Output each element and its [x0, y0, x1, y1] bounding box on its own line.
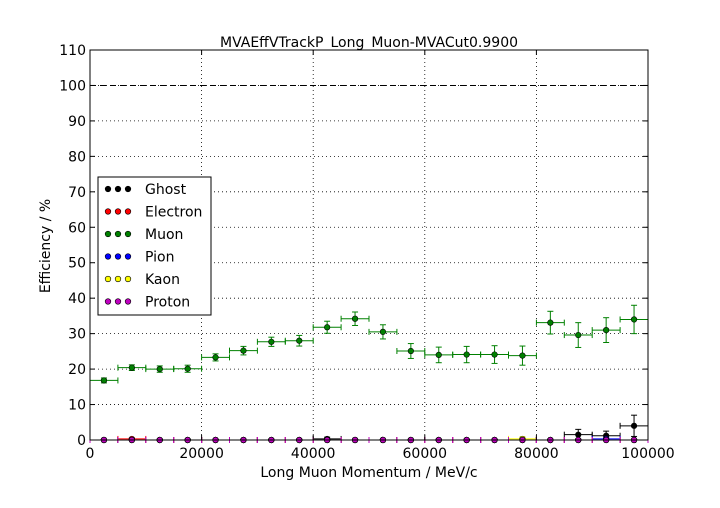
legend-label: Electron	[145, 205, 202, 221]
data-point-muon	[463, 351, 470, 358]
data-point-muon	[324, 324, 331, 331]
data-point-muon	[491, 351, 498, 358]
data-point-muon	[575, 331, 582, 339]
legend-label: Ghost	[145, 182, 187, 198]
y-tick-label: 50	[68, 256, 86, 272]
x-axis-label: Long Muon Momentum / MeV/c	[260, 465, 477, 481]
legend-marker	[124, 253, 132, 260]
data-point-muon	[379, 328, 387, 335]
data-point-muon	[351, 315, 359, 322]
legend-marker	[104, 275, 112, 283]
y-tick-label: 40	[68, 291, 86, 307]
data-point-muon	[435, 351, 442, 359]
y-tick-label: 90	[68, 114, 86, 130]
legend-marker	[114, 208, 122, 215]
legend-marker	[114, 253, 122, 260]
data-point-muon	[630, 316, 638, 323]
y-tick-label: 60	[68, 220, 86, 236]
legend-marker	[104, 230, 112, 238]
y-axis-label: Efficiency / %	[38, 199, 54, 293]
legend-label: Proton	[145, 295, 190, 311]
x-tick-label: 40000	[291, 446, 336, 462]
y-tick-label: 20	[68, 362, 86, 378]
y-tick-label: 110	[59, 43, 86, 59]
legend-marker	[124, 185, 132, 193]
data-point-muon	[296, 337, 303, 344]
data-point-ghost	[575, 431, 582, 438]
y-tick-label: 80	[68, 149, 86, 165]
data-point-muon	[100, 377, 108, 384]
legend-marker	[104, 298, 112, 305]
chart-title: MVAEffVTrackP_Long_Muon-MVACut0.9900	[220, 35, 518, 51]
data-point-ghost	[630, 422, 638, 429]
legend-box	[97, 176, 212, 316]
data-point-muon	[268, 338, 275, 345]
y-tick-label: 10	[68, 398, 86, 414]
series-layer	[89, 304, 649, 444]
legend-marker	[104, 208, 112, 215]
x-tick-label: 80000	[514, 446, 559, 462]
x-tick-label: 20000	[179, 446, 224, 462]
legend-marker	[124, 230, 132, 238]
data-point-muon	[547, 319, 554, 326]
legend-marker	[114, 185, 122, 193]
legend-marker	[124, 275, 132, 283]
x-tick-label: 0	[86, 446, 95, 462]
legend: Ghost Electron Muon Pion Kaon Proton	[97, 176, 212, 316]
y-tick-label: 70	[68, 185, 86, 201]
legend-marker	[104, 185, 112, 193]
legend-label: Muon	[145, 227, 183, 243]
data-point-muon	[519, 352, 526, 359]
y-tick-label: 30	[68, 327, 86, 343]
legend-marker	[114, 230, 122, 238]
series-muon	[89, 304, 649, 384]
axis-ticks: 0 20000 40000 60000 80000 100000 0 10 20 30 40 50 60…	[59, 43, 674, 462]
data-point-muon	[184, 365, 191, 372]
legend-label: Kaon	[145, 272, 180, 288]
legend-marker	[114, 275, 122, 283]
data-point-muon	[407, 347, 414, 355]
legend-label: Pion	[145, 250, 174, 266]
data-point-muon	[212, 354, 219, 361]
x-tick-label: 60000	[403, 446, 448, 462]
legend-marker	[124, 208, 132, 215]
x-tick-label: 100000	[621, 446, 674, 462]
legend-marker	[124, 298, 132, 305]
y-tick-label: 100	[59, 78, 86, 94]
y-tick-label: 0	[77, 433, 86, 449]
data-point-muon	[603, 326, 610, 334]
legend-marker	[104, 253, 112, 260]
data-point-muon	[240, 347, 247, 354]
data-point-muon	[128, 364, 135, 371]
legend-marker	[114, 298, 122, 305]
data-point-muon	[156, 365, 163, 373]
plot-frame	[89, 49, 649, 441]
